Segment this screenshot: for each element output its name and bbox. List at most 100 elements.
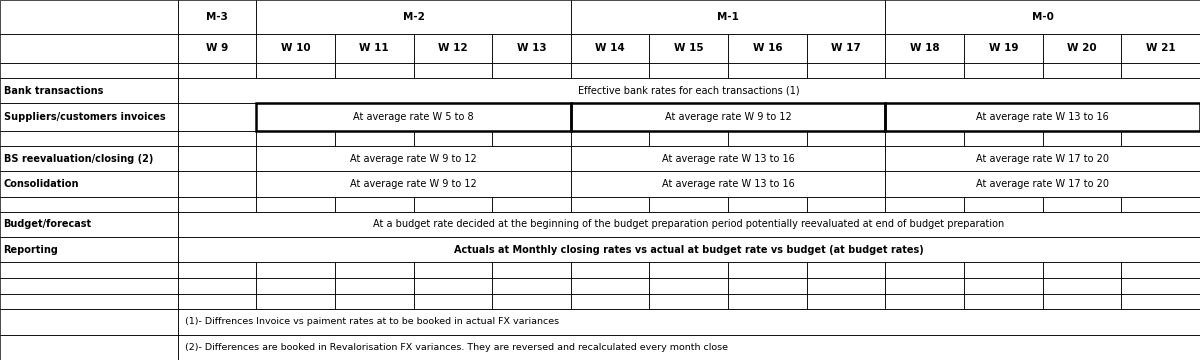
Bar [414, 197, 492, 212]
Bar [728, 293, 806, 309]
Bar [335, 197, 414, 212]
Bar [964, 63, 1043, 78]
Bar [0, 0, 178, 33]
Bar [0, 171, 178, 197]
Bar [806, 63, 886, 78]
Bar [571, 63, 649, 78]
Bar [0, 334, 178, 360]
Text: Budget/forecast: Budget/forecast [4, 219, 91, 229]
Text: W 20: W 20 [1067, 44, 1097, 53]
Bar [492, 63, 571, 78]
Text: M-2: M-2 [403, 12, 425, 22]
Bar [335, 293, 414, 309]
Text: At average rate W 13 to 16: At average rate W 13 to 16 [977, 112, 1109, 122]
Bar [0, 146, 178, 171]
Bar [806, 293, 886, 309]
Bar [492, 278, 571, 293]
Bar [257, 0, 571, 33]
Bar [0, 33, 178, 63]
Bar [886, 0, 1200, 33]
Bar [571, 262, 649, 278]
Bar [886, 293, 964, 309]
Bar [571, 197, 649, 212]
Text: Bank transactions: Bank transactions [4, 86, 103, 96]
Bar [0, 278, 178, 293]
Text: M-1: M-1 [718, 12, 739, 22]
Bar [335, 33, 414, 63]
Bar [571, 171, 886, 197]
Bar [649, 131, 728, 146]
Bar [178, 237, 1200, 262]
Bar [1043, 33, 1121, 63]
Bar [257, 146, 571, 171]
Bar [886, 262, 964, 278]
Text: Suppliers/customers invoices: Suppliers/customers invoices [4, 112, 166, 122]
Bar [414, 262, 492, 278]
Bar [0, 103, 178, 131]
Text: At average rate W 9 to 12: At average rate W 9 to 12 [350, 154, 476, 164]
Text: M-0: M-0 [1032, 12, 1054, 22]
Bar [335, 262, 414, 278]
Bar [1121, 63, 1200, 78]
Bar [1121, 33, 1200, 63]
Bar [571, 33, 649, 63]
Bar [1043, 63, 1121, 78]
Bar [257, 131, 335, 146]
Bar [257, 197, 335, 212]
Bar [0, 309, 178, 334]
Bar [178, 293, 257, 309]
Bar [1121, 293, 1200, 309]
Bar [1121, 197, 1200, 212]
Bar [571, 0, 886, 33]
Text: Reporting: Reporting [4, 245, 59, 255]
Bar [178, 78, 1200, 103]
Text: M-3: M-3 [206, 12, 228, 22]
Text: W 21: W 21 [1146, 44, 1176, 53]
Bar [178, 0, 257, 33]
Text: At average rate W 17 to 20: At average rate W 17 to 20 [977, 154, 1109, 164]
Text: W 11: W 11 [360, 44, 389, 53]
Bar [649, 293, 728, 309]
Bar [1121, 131, 1200, 146]
Bar [335, 131, 414, 146]
Text: At average rate W 13 to 16: At average rate W 13 to 16 [661, 179, 794, 189]
Bar [178, 309, 1200, 334]
Bar [0, 212, 178, 237]
Bar [571, 146, 886, 171]
Bar [492, 293, 571, 309]
Bar [964, 278, 1043, 293]
Bar [649, 33, 728, 63]
Text: At average rate W 9 to 12: At average rate W 9 to 12 [665, 112, 792, 122]
Bar [1043, 262, 1121, 278]
Bar [964, 131, 1043, 146]
Bar [964, 262, 1043, 278]
Text: At average rate W 17 to 20: At average rate W 17 to 20 [977, 179, 1109, 189]
Bar [1043, 197, 1121, 212]
Bar [178, 212, 1200, 237]
Bar [178, 146, 257, 171]
Text: W 10: W 10 [281, 44, 311, 53]
Bar [257, 262, 335, 278]
Bar [806, 33, 886, 63]
Bar [335, 63, 414, 78]
Bar [1043, 131, 1121, 146]
Bar [257, 33, 335, 63]
Bar [257, 63, 335, 78]
Bar [649, 63, 728, 78]
Bar [571, 293, 649, 309]
Text: At a budget rate decided at the beginning of the budget preparation period poten: At a budget rate decided at the beginnin… [373, 219, 1004, 229]
Bar [649, 262, 728, 278]
Bar [414, 278, 492, 293]
Bar [886, 146, 1200, 171]
Bar [886, 171, 1200, 197]
Bar [257, 171, 571, 197]
Bar [806, 131, 886, 146]
Bar [806, 262, 886, 278]
Bar [257, 293, 335, 309]
Bar [257, 103, 571, 131]
Text: W 16: W 16 [752, 44, 782, 53]
Bar [728, 33, 806, 63]
Bar [492, 131, 571, 146]
Bar [886, 197, 964, 212]
Bar [886, 131, 964, 146]
